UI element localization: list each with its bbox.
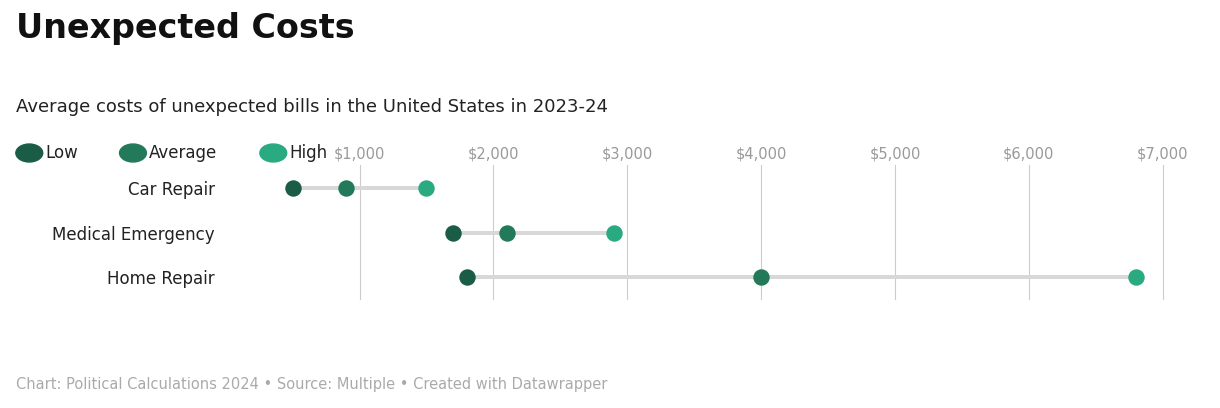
Point [1126,274,1146,281]
Point [417,184,437,191]
Point [283,184,303,191]
Point [752,274,771,281]
Bar [293,186,427,190]
Text: Unexpected Costs: Unexpected Costs [16,12,355,45]
Point [604,229,623,236]
Bar [466,275,1136,279]
Text: Average: Average [149,144,217,162]
Point [497,229,516,236]
Text: High: High [289,144,327,162]
Text: Low: Low [45,144,78,162]
Point [337,184,356,191]
Bar [454,231,614,235]
Point [444,229,464,236]
Text: Average costs of unexpected bills in the United States in 2023-24: Average costs of unexpected bills in the… [16,98,608,116]
Point [456,274,476,281]
Text: Chart: Political Calculations 2024 • Source: Multiple • Created with Datawrapper: Chart: Political Calculations 2024 • Sou… [16,377,608,392]
